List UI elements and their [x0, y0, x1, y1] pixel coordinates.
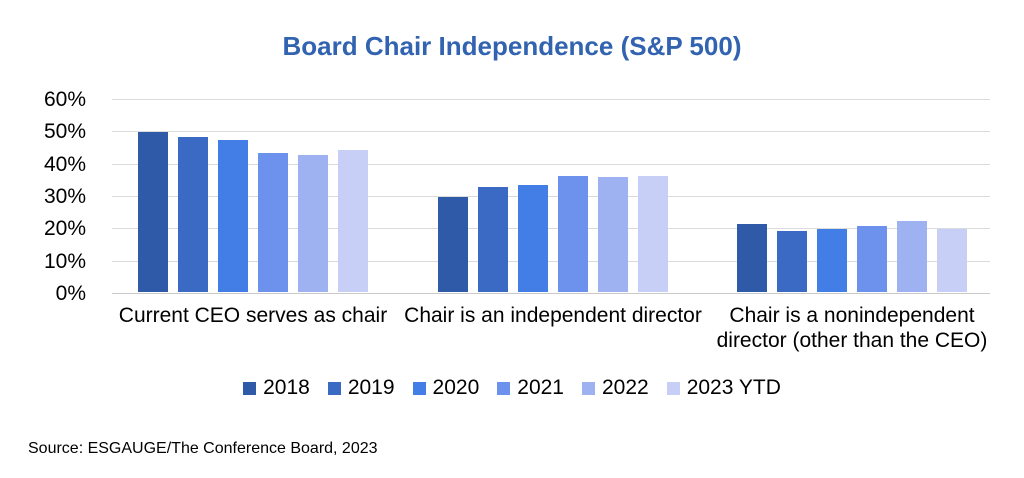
bar-2023-ytd-group2: [638, 175, 668, 292]
legend-item-2022: 2022: [581, 376, 649, 400]
legend-label: 2019: [347, 376, 395, 399]
bar-2021-group3: [857, 225, 887, 292]
legend-label: 2021: [517, 376, 564, 399]
chart-title: Board Chair Independence (S&P 500): [282, 31, 742, 61]
y-tick-label-30%: 30%: [43, 185, 86, 208]
category-label-line: Current CEO serves as chair: [118, 304, 388, 327]
legend-swatch-icon: [581, 381, 595, 395]
bar-2021-group1: [258, 153, 288, 292]
category-label-line: Chair is a nonindependent: [729, 304, 975, 327]
y-tick-label-20%: 20%: [43, 217, 86, 241]
bar-2023-ytd-group1: [338, 149, 368, 292]
bar-2022-group2: [598, 177, 628, 292]
bar-2023-ytd-group3: [937, 228, 967, 292]
y-tick-label-40%: 40%: [43, 152, 86, 176]
category-label-line: director (other than the CEO): [716, 329, 988, 352]
legend-item-2023-ytd: 2023 YTD: [666, 376, 781, 400]
category-label-line: Chair is an independent director: [404, 304, 702, 327]
gridline-40%: [112, 163, 990, 165]
bar-2018-group3: [737, 224, 767, 292]
bar-group-3: [737, 98, 967, 292]
legend-label: 2023 YTD: [686, 376, 781, 399]
legend-swatch-icon: [666, 381, 680, 395]
y-tick-label-50%: 50%: [43, 120, 86, 144]
category-label-3: Chair is a nonindependent director (other…: [682, 303, 1022, 353]
legend-swatch-icon: [327, 381, 341, 395]
category-label-1: Current CEO serves as chair: [83, 303, 423, 328]
gridline-0%: [112, 293, 990, 294]
bar-2020-group1: [218, 140, 248, 292]
gridline-30%: [112, 196, 990, 197]
legend-item-2021: 2021: [497, 376, 564, 400]
y-tick-label-10%: 10%: [43, 249, 86, 273]
legend-label: 2022: [601, 376, 649, 399]
legend-item-2019: 2019: [327, 376, 395, 400]
bar-2021-group2: [558, 175, 588, 292]
legend-label: 2018: [263, 376, 310, 399]
gridline-20%: [112, 228, 990, 230]
legend-item-2020: 2020: [412, 376, 480, 400]
chart-legend: 2018 2019 2020 2021 2022 2023 YTD: [0, 376, 1024, 400]
y-tick-label-60%: 60%: [43, 88, 86, 111]
source-note: Source: ESGAUGE/The Conference Board, 20…: [28, 440, 378, 457]
bar-2019-group1: [178, 136, 208, 292]
legend-swatch-icon: [243, 381, 257, 395]
bar-2019-group2: [478, 186, 508, 292]
legend-swatch-icon: [497, 381, 511, 395]
bar-2022-group1: [298, 154, 328, 292]
bar-2018-group1: [138, 132, 168, 292]
gridline-60%: [112, 99, 990, 100]
bar-2020-group2: [518, 185, 548, 292]
gridline-10%: [112, 260, 990, 262]
bar-2022-group3: [897, 220, 927, 292]
plot-area: [112, 98, 990, 294]
legend-item-2018: 2018: [243, 376, 310, 400]
bar-group-2: [438, 98, 668, 292]
bar-2020-group3: [817, 228, 847, 292]
y-tick-label-0%: 0%: [55, 282, 86, 305]
legend-swatch-icon: [412, 381, 426, 395]
category-label-2: Chair is an independent director: [383, 303, 723, 328]
bar-2019-group3: [777, 230, 807, 292]
bar-group-1: [138, 98, 368, 292]
bar-2018-group2: [438, 196, 468, 292]
gridline-50%: [112, 131, 990, 133]
legend-label: 2020: [432, 376, 480, 399]
